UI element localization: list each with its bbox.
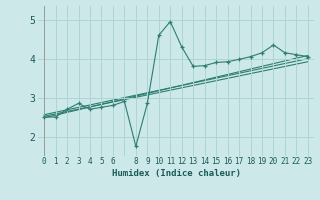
X-axis label: Humidex (Indice chaleur): Humidex (Indice chaleur) bbox=[111, 169, 241, 178]
